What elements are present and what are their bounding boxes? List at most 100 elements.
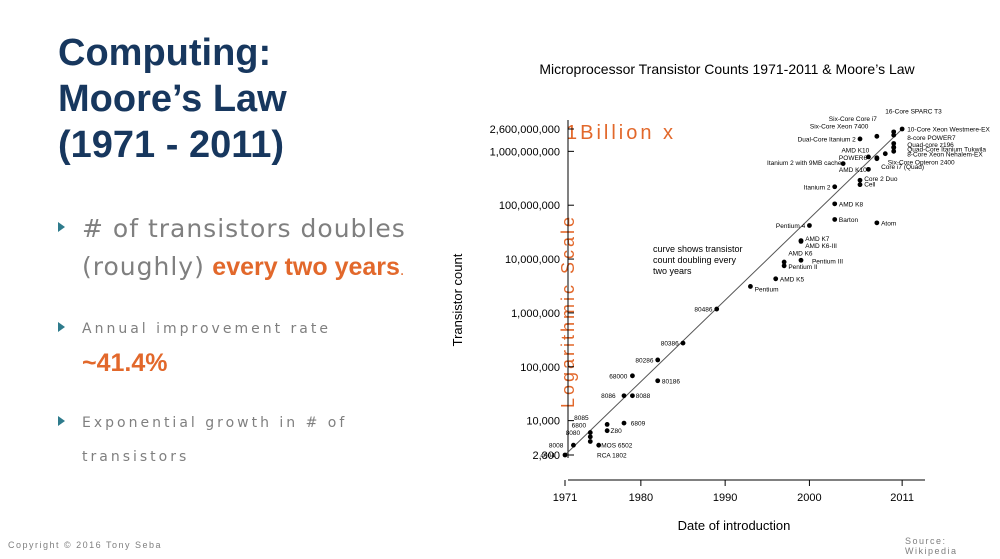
data-point (832, 217, 838, 222)
data-point (587, 434, 593, 440)
data-point (630, 393, 635, 399)
trend-line (564, 128, 903, 456)
data-point (899, 126, 905, 132)
point-label: Barton (839, 217, 859, 224)
title-line-3: (1971 - 2011) (58, 124, 285, 166)
point-label: 8088 (636, 393, 651, 400)
y-tick-label: 2,300 (532, 450, 560, 462)
bullet-arrow-icon (58, 322, 65, 332)
y-tick-label: 100,000,000 (499, 200, 560, 212)
y-tick-label: 1,000,000,000 (490, 146, 560, 158)
every-two-years-text: every two years (212, 253, 400, 281)
point-label: Dual-Core Itanium 2 (798, 136, 857, 143)
bullet-arrow-icon (58, 222, 65, 232)
bullet-exponential-line1: Exponential growth in # of (82, 415, 348, 431)
point-label: AMD K7 (805, 236, 830, 243)
y-tick-label: 100,000 (520, 362, 560, 374)
point-label: 8080 (566, 430, 581, 437)
point-label: POWER6 (839, 155, 868, 162)
data-point (882, 151, 888, 157)
point-label: Core i7 (Quad) (881, 164, 924, 171)
chart-axes: 2,300 10,000 100,000 1,000,000 10,000,000 100… (490, 120, 925, 504)
point-label: Core 2 Duo (864, 176, 898, 183)
data-point (874, 133, 880, 139)
data-point (891, 141, 897, 146)
transistor-chart: Microprocessor Transistor Counts 1971-20… (450, 61, 990, 533)
data-point (714, 306, 720, 312)
point-label: Pentium II (788, 264, 817, 271)
data-point (655, 357, 661, 363)
x-tick-label: 1971 (553, 492, 577, 504)
data-point (891, 144, 897, 150)
point-label: AMD K6 (788, 250, 813, 257)
x-tick-label: 1990 (713, 492, 737, 504)
data-point (621, 393, 627, 399)
copyright-text: Copyright © 2016 Tony Seba (8, 540, 163, 550)
data-point (857, 136, 863, 142)
period-text: . (399, 263, 408, 279)
curve-note-line1: curve shows transistor (653, 244, 743, 254)
point-label: Pentium III (812, 259, 843, 266)
point-label: Six-Core Xeon 7400 (810, 124, 869, 131)
point-label: 4004 (540, 453, 555, 460)
point-label: Six-Core Opteron 2400 (888, 159, 955, 166)
y-tick-label: 2,600,000,000 (490, 124, 560, 136)
data-point (866, 154, 871, 160)
data-point (781, 259, 787, 265)
roughly-text: (roughly) (82, 252, 205, 281)
improvement-rate-value: ~41.4% (82, 349, 168, 377)
data-point (857, 177, 863, 183)
bullet-improvement-line1: Annual improvement rate (82, 321, 331, 337)
data-point (773, 276, 779, 282)
data-point (874, 220, 880, 226)
point-label: 80386 (661, 341, 679, 348)
y-tick-label: 1,000,000 (511, 308, 560, 320)
point-label: 6809 (631, 421, 646, 428)
point-label: Itanium 2 (804, 184, 831, 191)
data-point (798, 238, 804, 244)
bullet-improvement: Annual improvement rate ~41.4% (58, 312, 438, 384)
point-label: 8086 (601, 393, 616, 400)
data-point (587, 430, 593, 435)
point-label: RCA 1802 (597, 453, 627, 460)
data-point (807, 223, 812, 228)
slide-title: Computing: Moore’s Law (1971 - 2011) (58, 30, 287, 168)
point-label: 10-Core Xeon Westmere-EX (907, 127, 990, 134)
data-point (655, 378, 661, 384)
data-point (680, 340, 686, 346)
point-label: AMD K5 (780, 276, 805, 283)
point-label: Atom (881, 220, 896, 227)
source-text: Source: Wikipedia (905, 536, 958, 556)
point-label: Cell (864, 181, 876, 188)
point-label: 8-core POWER7 (907, 135, 956, 142)
title-line-2: Moore’s Law (58, 78, 287, 120)
point-label: AMD K10 (841, 148, 869, 155)
bullet-exponential: Exponential growth in # of transistors (58, 406, 438, 474)
bullet-doubling-line1: # of transistors doubles (82, 214, 406, 243)
hash-glyph: # of transistors doubles (82, 214, 406, 243)
point-label: Quad-Core Itanium Tukwila (907, 147, 986, 154)
y-axis-label: Transistor count (450, 253, 465, 346)
chart-title: Microprocessor Transistor Counts 1971-20… (539, 61, 915, 77)
data-point (748, 284, 753, 289)
point-label: 80486 (694, 307, 712, 314)
title-line-1: Computing: (58, 32, 272, 74)
data-point (604, 422, 610, 427)
bullet-arrow-icon (58, 416, 65, 426)
data-point (798, 257, 804, 263)
point-label: Quad-core z196 (907, 142, 954, 149)
point-label: 68000 (609, 373, 627, 380)
data-point (874, 155, 880, 161)
data-point (781, 263, 787, 269)
point-label: Itanium 2 with 9MB cache (767, 160, 842, 167)
y-tick-label: 10,000 (526, 416, 560, 428)
curve-note-line3: two years (653, 266, 692, 276)
point-label: AMD K6-III (805, 243, 837, 250)
bullet-doubling: # of transistors doubles (roughly) every… (58, 212, 438, 288)
point-label: Pentium (755, 286, 779, 293)
data-point (840, 161, 846, 167)
data-point (604, 428, 610, 434)
point-label: MOS 6502 (601, 443, 632, 450)
billion-annotation: 1Billion x (566, 122, 676, 144)
x-tick-label: 2000 (797, 492, 821, 504)
